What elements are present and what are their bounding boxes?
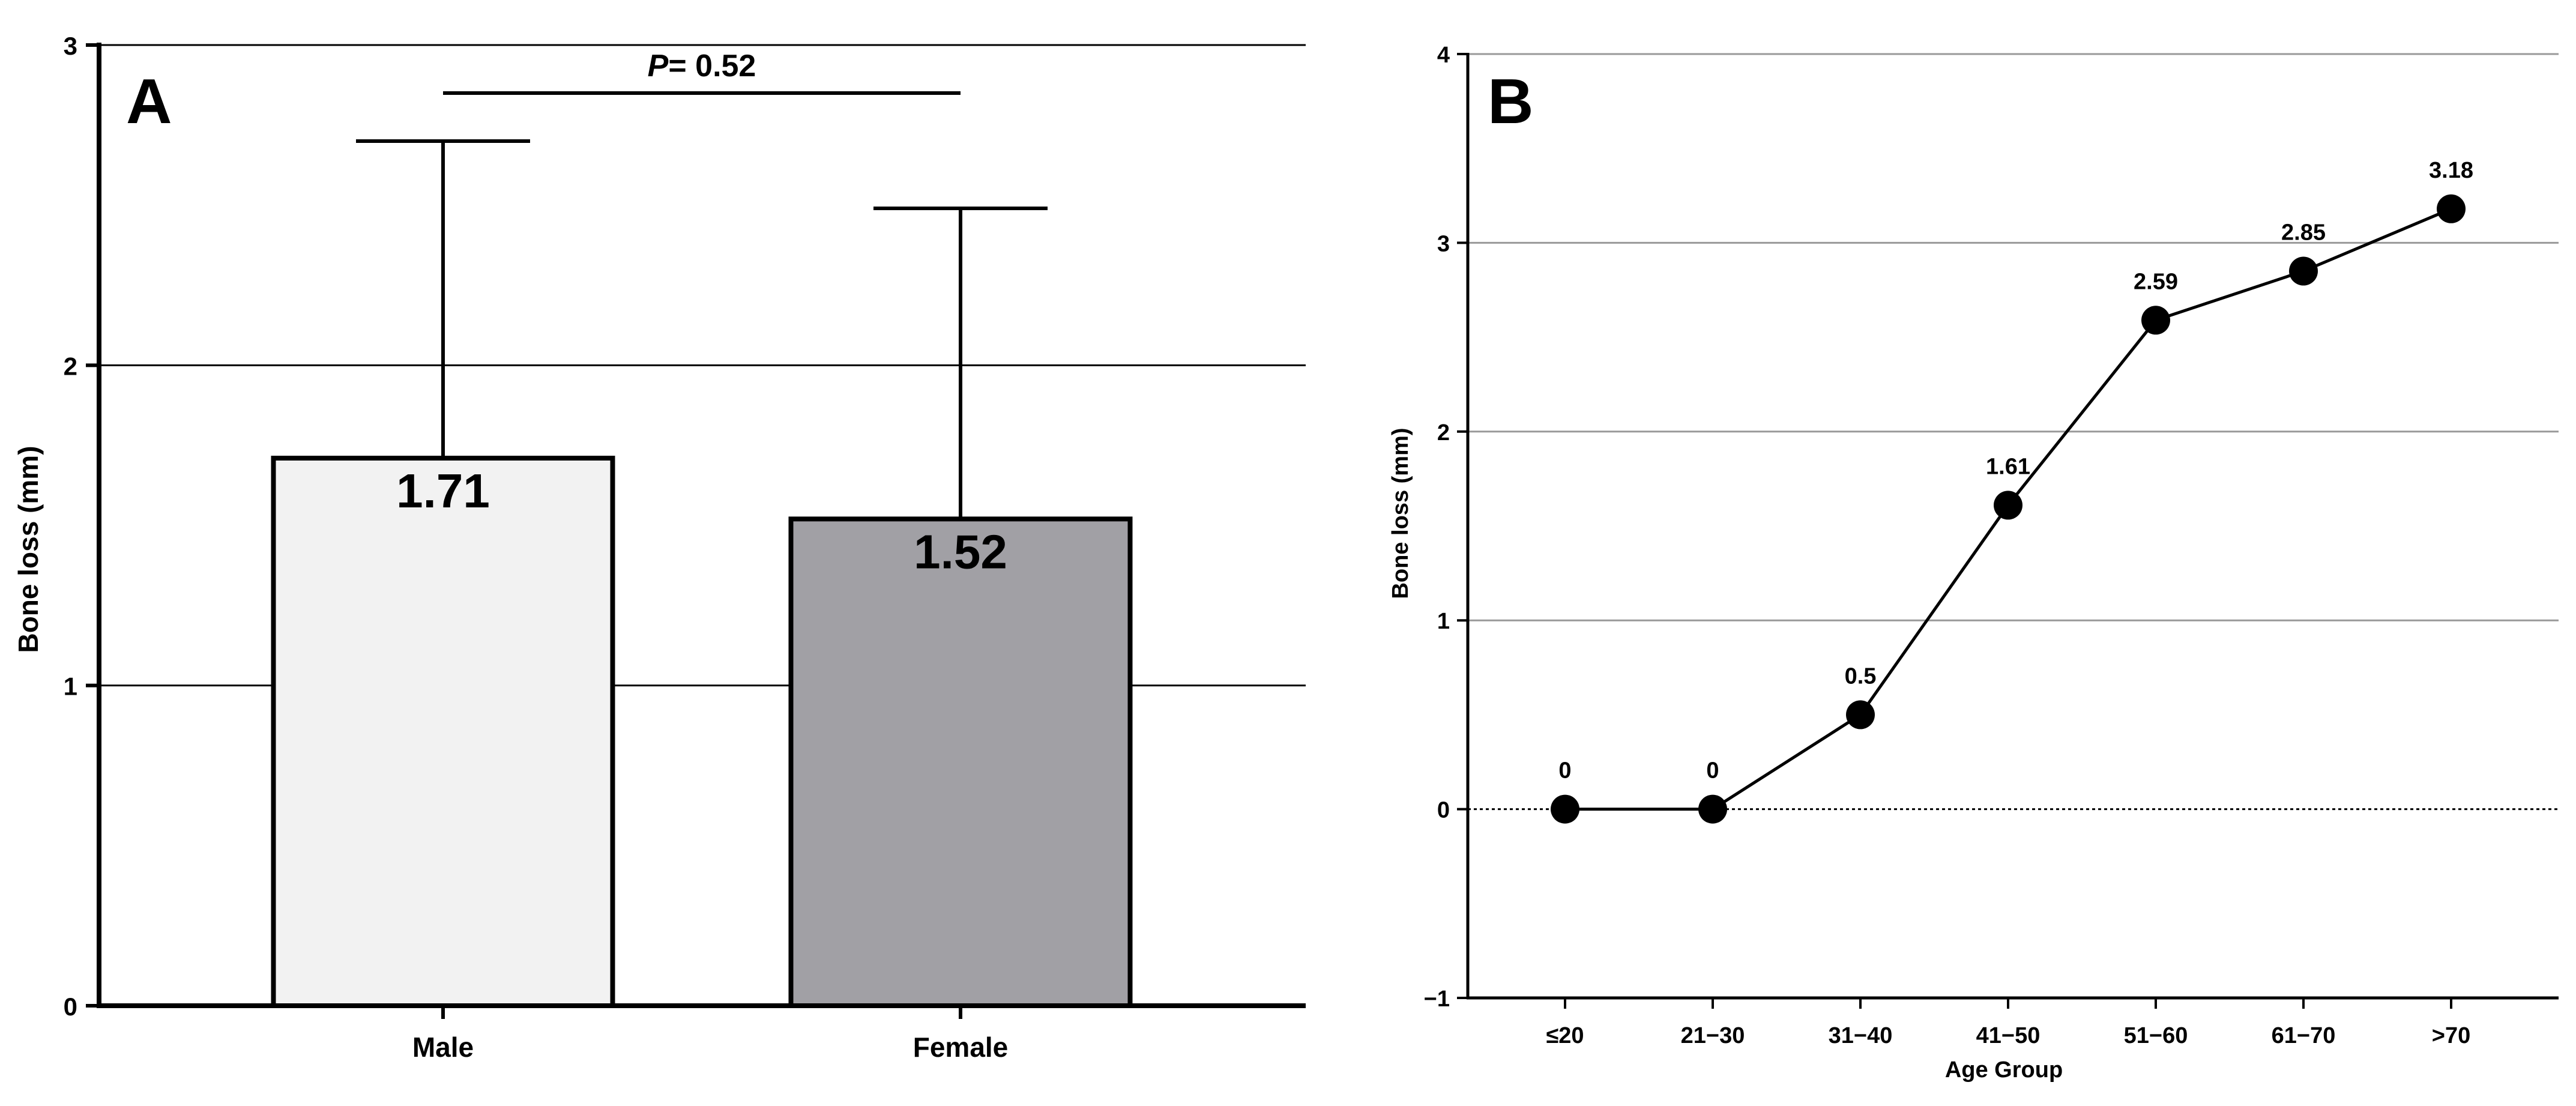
panel-b-data-label: 2.85 [2281,220,2326,246]
panel-b-data-point [2141,306,2170,335]
panel-b-xlabel: Age Group [1945,1057,2063,1083]
panel-a-xtick-label: Female [913,1032,1009,1063]
panel-b-xtick-label: 51−60 [2124,1023,2188,1048]
panel-b-xtick-label: 31−40 [1829,1023,1893,1048]
panel-b-data-point [2437,194,2466,223]
panel-b-ylabel: Bone loss (mm) [1388,428,1413,599]
panel-b-data-point [1698,794,1727,824]
panel-b-data-label: 2.59 [2134,269,2178,294]
panel-a-p-rest: = 0.52 [668,49,756,83]
panel-b-data-point [1551,794,1579,824]
panel-a-ytick-label: 0 [64,993,77,1021]
panel-a-bar [271,456,615,1008]
panel-b-xtick-label: 61−70 [2272,1023,2336,1048]
panel-a-ylabel: Bone loss (mm) [13,446,44,653]
panel-b-data-point [2289,256,2318,286]
panel-a: 1.71 1.52 P= 0.52 0 1 2 3 Male Female A Bone lo… [13,32,1306,1063]
panel-b-axes: −1 0 1 2 3 4 ≤20 21−30 31−40 41−50 51−60 61−70 >70 [1424,43,2559,1048]
panel-b-data-point [1846,700,1875,730]
panel-b-data-label: 3.18 [2429,158,2473,183]
panel-b-data-label: 0 [1706,758,1719,784]
panel-b-ytick-label: 1 [1437,609,1450,634]
panel-a-value-label: 1.52 [914,525,1007,578]
panel-b-xtick-label: 41−50 [1976,1023,2041,1048]
panel-b-xtick-label: >70 [2432,1023,2470,1048]
panel-b: −1 0 1 2 3 4 ≤20 21−30 31−40 41−50 51−60 61−70 >70 0… [1388,43,2559,1083]
panel-a-letter: A [126,66,172,137]
panel-b-xtick-label: ≤20 [1546,1023,1584,1048]
panel-a-xtick-label: Male [412,1032,474,1063]
panel-b-data-label: 0.5 [1845,663,1877,689]
panel-a-p-italic: P [648,49,669,83]
panel-a-ytick-label: 2 [64,352,77,380]
panel-b-ytick-label: 4 [1437,43,1450,68]
panel-a-p-value: P= 0.52 [648,49,756,83]
panel-b-grid [1468,53,2559,811]
panel-a-value-label: 1.71 [396,464,490,518]
panel-b-ytick-label: 0 [1437,798,1450,823]
panel-a-ytick-label: 1 [64,672,77,701]
panel-b-data-point [1994,491,2022,520]
panel-a-bar [788,516,1133,1008]
panel-a-ytick-label: 3 [64,32,77,60]
panel-b-xtick-label: 21−30 [1681,1023,1745,1048]
panel-b-data-label: 1.61 [1986,454,2030,479]
panel-b-series: 0 0 0.5 1.61 2.59 2.85 3.18 [1551,158,2473,824]
panel-b-ytick-label: 2 [1437,420,1450,446]
panel-a-axes: 0 1 2 3 Male Female [64,32,1306,1063]
panel-b-letter: B [1488,66,1534,137]
panel-a-bars: 1.71 1.52 P= 0.52 [271,49,1133,1008]
panel-b-data-label: 0 [1558,758,1571,784]
panel-b-ytick-label: −1 [1424,987,1450,1012]
panel-b-ytick-label: 3 [1437,231,1450,256]
